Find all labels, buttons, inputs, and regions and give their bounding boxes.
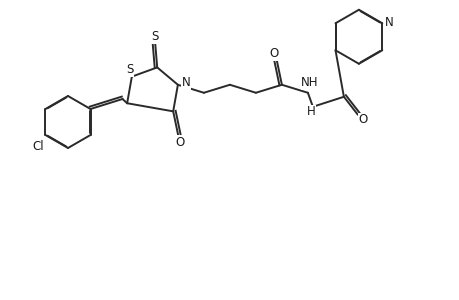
Text: S: S bbox=[151, 30, 158, 43]
Text: Cl: Cl bbox=[33, 140, 44, 153]
Text: N: N bbox=[384, 16, 393, 29]
Text: S: S bbox=[126, 63, 133, 76]
Text: H: H bbox=[306, 105, 314, 118]
Text: O: O bbox=[175, 136, 185, 149]
Text: N: N bbox=[181, 76, 190, 89]
Text: O: O bbox=[269, 47, 278, 60]
Text: O: O bbox=[358, 113, 367, 126]
Text: NH: NH bbox=[301, 76, 318, 89]
